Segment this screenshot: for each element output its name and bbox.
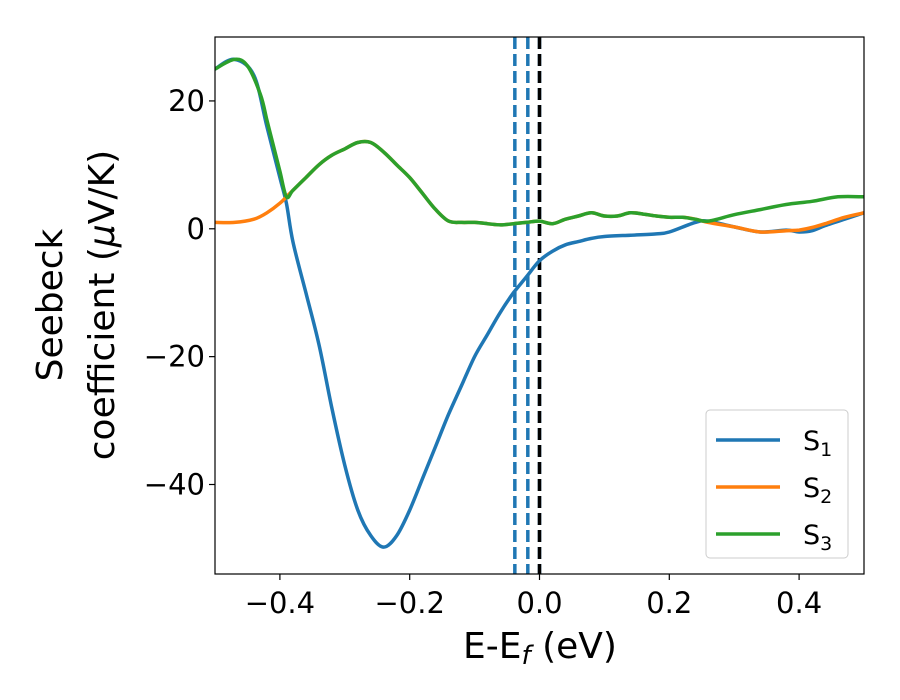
legend: S1 S2 S3: [705, 409, 849, 559]
legend-label-2: S2: [803, 473, 832, 508]
series-line-3: [215, 57, 864, 227]
y-tick-label: −40: [144, 468, 205, 502]
series-layer: [215, 57, 864, 549]
x-axis: −0.4 −0.2 0.0 0.2 0.4: [245, 574, 822, 620]
x-tick-label: 0.4: [776, 586, 822, 620]
y-axis: −40 −20 0 20: [144, 84, 215, 502]
x-tick-label: −0.4: [245, 586, 315, 620]
reference-lines: [513, 37, 542, 574]
x-axis-label: E-Ef (eV): [463, 626, 617, 671]
x-tick-label: 0.2: [646, 586, 692, 620]
x-tick-label: −0.2: [374, 586, 444, 620]
y-tick-label: 20: [168, 84, 205, 118]
y-tick-label: −20: [144, 340, 205, 374]
y-axis-label: Seebeck coefficient (μV/K): [30, 150, 123, 460]
legend-label-3: S3: [803, 520, 832, 555]
x-tick-label: 0.0: [516, 586, 562, 620]
y-tick-label: 0: [187, 212, 205, 246]
y-axis-label-line1: Seebeck: [30, 228, 71, 381]
legend-label-1: S1: [803, 426, 832, 461]
legend-box: [705, 409, 849, 559]
y-axis-label-line2: coefficient (μV/K): [82, 150, 123, 460]
